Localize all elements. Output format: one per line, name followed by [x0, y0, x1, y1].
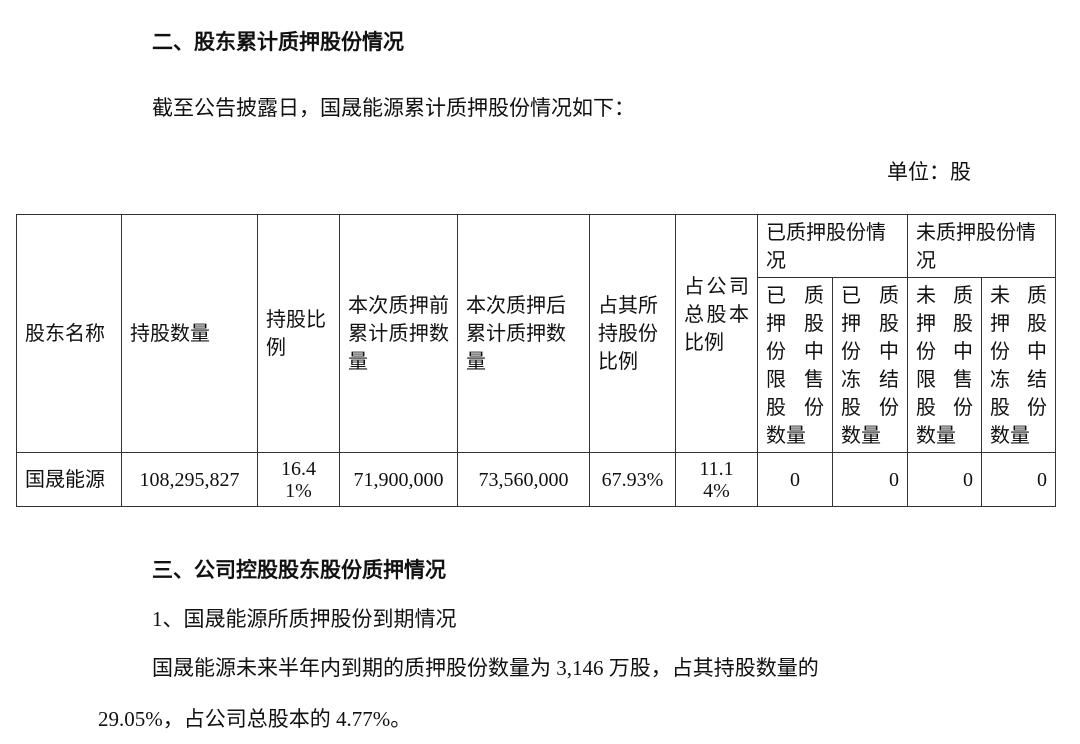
- header-unpledged-group: 未质押股份情况: [907, 214, 1056, 278]
- cell-pct-own: 67.93%: [589, 452, 676, 507]
- cell-unpledged-restricted: 0: [907, 452, 982, 507]
- section-2-intro: 截至公告披露日，国晟能源累计质押股份情况如下：: [152, 96, 635, 120]
- header-before: 本次质押前累计质押数量: [339, 214, 458, 453]
- cell-ratio: 16.41%: [257, 452, 340, 507]
- section-3-paragraph-line-2: 29.05%，占公司总股本的 4.77%。: [98, 707, 412, 731]
- header-after: 本次质押后累计质押数量: [457, 214, 590, 453]
- header-ratio: 持股比例: [257, 214, 340, 453]
- section-2-heading: 二、股东累计质押股份情况: [152, 30, 404, 54]
- table-row: 国晟能源 108,295,827 16.41% 71,900,000 73,56…: [16, 452, 1056, 507]
- section-3-subheading: 1、国晟能源所质押股份到期情况: [152, 607, 457, 631]
- header-pct-own: 占其所持股份比例: [589, 214, 676, 453]
- header-unpledged-frozen: 未质押股份中冻结股份数量: [981, 277, 1056, 453]
- unit-label: 单位：股: [887, 160, 971, 184]
- cell-pledged-restricted: 0: [757, 452, 833, 507]
- header-pledged-restricted: 已质押股份中限售股份数量: [757, 277, 833, 453]
- header-pct-total: 占公司总股本比例: [675, 214, 758, 453]
- header-unpledged-restricted: 未质押股份中限售股份数量: [907, 277, 982, 453]
- cell-pct-total: 11.14%: [675, 452, 758, 507]
- header-name: 股东名称: [16, 214, 122, 453]
- header-pledged-group: 已质押股份情况: [757, 214, 908, 278]
- cell-before: 71,900,000: [339, 452, 458, 507]
- cell-pledged-frozen: 0: [832, 452, 908, 507]
- cell-shares: 108,295,827: [121, 452, 258, 507]
- header-shares: 持股数量: [121, 214, 258, 453]
- header-pledged-frozen: 已质押股份中冻结股份数量: [832, 277, 908, 453]
- cell-after: 73,560,000: [457, 452, 590, 507]
- section-3-paragraph-line-1: 国晟能源未来半年内到期的质押股份数量为 3,146 万股，占其持股数量的: [152, 656, 819, 680]
- pledge-table: 股东名称 持股数量 持股比例 本次质押前累计质押数量 本次质押后累计质押数量 占…: [16, 214, 1056, 507]
- section-3-heading: 三、公司控股股东股份质押情况: [152, 558, 446, 582]
- cell-name: 国晟能源: [16, 452, 122, 507]
- cell-unpledged-frozen: 0: [981, 452, 1056, 507]
